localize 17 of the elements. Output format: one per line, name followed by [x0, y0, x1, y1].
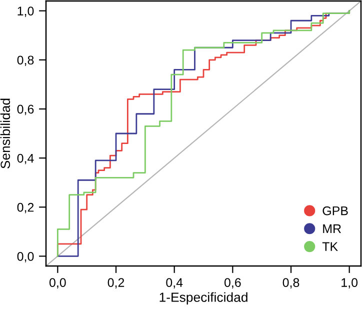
x-tick-label: 0,6 — [224, 278, 241, 288]
y-tick-label: 0,8 — [17, 56, 34, 66]
y-tick-label: 0,6 — [17, 104, 34, 116]
x-tick-label: 0,8 — [282, 278, 300, 288]
x-tick-label: 0,4 — [166, 278, 183, 288]
y-axis-title: Sensibilidad — [0, 98, 10, 168]
x-tick-label: 0,2 — [108, 278, 124, 288]
legend-label: MR — [323, 224, 341, 234]
y-tick-label: 0,4 — [17, 154, 34, 164]
legend-label: GPB — [322, 206, 348, 216]
y-tick-label: 0,0 — [17, 252, 34, 262]
x-tick-label: 1,0 — [342, 278, 358, 288]
legend-label: TK — [322, 242, 338, 251]
x-tick-label: 0,0 — [49, 278, 66, 288]
x-axis-title: 1-Especificidad — [160, 292, 248, 305]
y-tick-label: 0,2 — [17, 202, 34, 214]
y-tick-label: 1,0 — [18, 6, 34, 17]
